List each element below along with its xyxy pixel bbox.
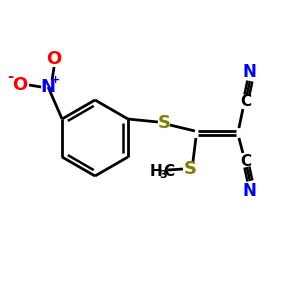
Text: C: C	[163, 164, 175, 178]
Text: N: N	[243, 63, 257, 81]
Text: C: C	[240, 154, 251, 169]
Text: +: +	[50, 75, 60, 85]
Text: S: S	[183, 160, 196, 178]
Text: O: O	[13, 76, 28, 94]
Text: N: N	[243, 182, 257, 200]
Text: S: S	[158, 114, 170, 132]
Text: H: H	[149, 164, 162, 178]
Text: -: -	[7, 70, 13, 85]
Text: N: N	[40, 78, 56, 96]
Text: C: C	[240, 94, 251, 109]
Text: 3: 3	[159, 170, 167, 180]
Text: O: O	[46, 50, 62, 68]
